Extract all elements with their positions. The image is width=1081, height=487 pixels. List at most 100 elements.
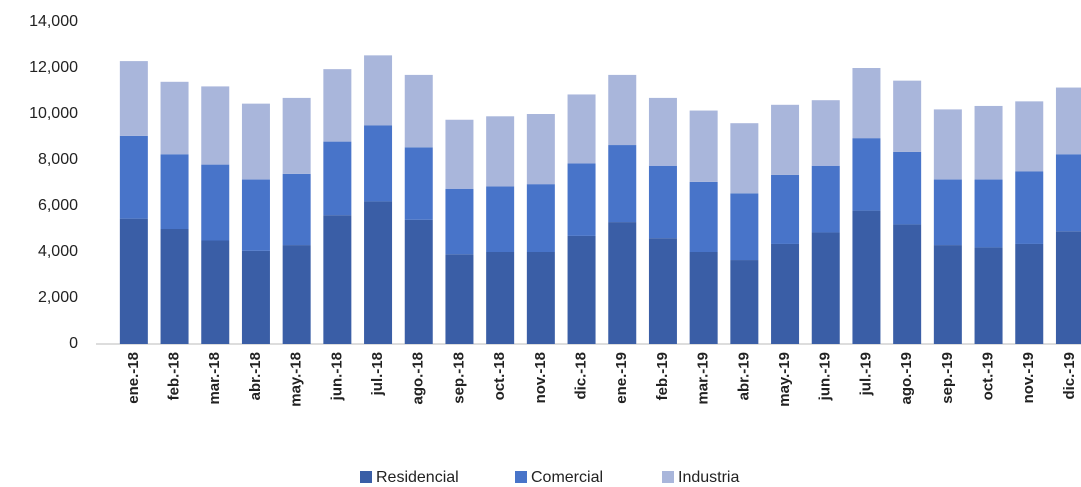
bar-segment xyxy=(608,145,637,223)
bar-segment xyxy=(364,125,393,202)
bar-segment xyxy=(241,179,270,251)
x-tick-label: oct.-19 xyxy=(980,352,997,400)
x-tick-label: mar.-19 xyxy=(695,352,712,405)
bar-segment xyxy=(567,163,596,236)
bar-segment xyxy=(282,97,311,174)
bar-segment xyxy=(323,215,352,344)
x-tick-label: oct.-18 xyxy=(491,352,508,400)
x-tick-label: ago.-18 xyxy=(410,352,427,405)
bar-segment xyxy=(486,252,515,344)
y-tick-label: 8,000 xyxy=(38,151,78,168)
legend-swatch xyxy=(360,471,372,483)
bar-segment xyxy=(160,154,189,229)
bar-segment xyxy=(404,74,433,148)
bar-segment xyxy=(1055,231,1081,344)
bar-segment xyxy=(852,138,881,211)
bar-segment xyxy=(241,103,270,180)
bar-segment xyxy=(648,238,677,344)
bar-segment xyxy=(974,105,1003,180)
x-tick-label: may.-19 xyxy=(776,352,793,407)
bar-segment xyxy=(1015,243,1044,344)
x-tick-label: ago.-19 xyxy=(898,352,915,405)
y-tick-label: 4,000 xyxy=(38,243,78,260)
bar-segment xyxy=(933,109,962,180)
bar-segment xyxy=(730,123,759,194)
x-tick-label: ene.-18 xyxy=(125,352,142,404)
bar-segment xyxy=(445,188,474,255)
bar-segment xyxy=(933,245,962,344)
legend-label: Residencial xyxy=(376,469,459,486)
bar-segment xyxy=(852,210,881,344)
bar-segment xyxy=(323,69,352,142)
x-tick-label: dic.-18 xyxy=(573,352,590,400)
y-tick-label: 0 xyxy=(69,335,78,352)
bar-segment xyxy=(404,219,433,344)
x-tick-label: mar.-18 xyxy=(206,352,223,405)
x-tick-label: jul.-18 xyxy=(369,352,386,396)
legend-swatch xyxy=(662,471,674,483)
bar-segment xyxy=(160,81,189,155)
bar-segment xyxy=(486,186,515,252)
bar-segment xyxy=(526,252,555,344)
bar-segment xyxy=(811,165,840,233)
bar-segment xyxy=(852,68,881,139)
x-tick-label: dic.-19 xyxy=(1061,352,1078,400)
bar-segment xyxy=(689,252,718,344)
bar-segment xyxy=(1055,87,1081,155)
bar-segment xyxy=(119,61,148,136)
bar-segment xyxy=(1055,154,1081,232)
bar-segment xyxy=(771,104,800,175)
x-tick-label: ene.-19 xyxy=(613,352,630,404)
x-tick-label: sep.-18 xyxy=(450,352,467,404)
bar-segment xyxy=(648,165,677,239)
x-tick-label: nov.-19 xyxy=(1020,352,1037,403)
legend-label: Industria xyxy=(678,469,739,486)
bar-segment xyxy=(893,80,922,152)
bar-segment xyxy=(160,229,189,344)
x-tick-label: jun.-19 xyxy=(817,352,834,401)
x-tick-label: may.-18 xyxy=(288,352,305,407)
legend-swatch xyxy=(515,471,527,483)
bar-segment xyxy=(771,174,800,244)
bar-segment xyxy=(201,86,230,165)
bar-segment xyxy=(608,222,637,344)
bar-segment xyxy=(974,247,1003,344)
bar-segment xyxy=(933,179,962,246)
y-tick-label: 2,000 xyxy=(38,289,78,306)
bar-segment xyxy=(730,193,759,261)
bar-segment xyxy=(730,260,759,344)
y-tick-label: 12,000 xyxy=(29,59,78,76)
bar-segment xyxy=(567,94,596,164)
x-tick-label: abr.-18 xyxy=(247,352,264,400)
bar-segment xyxy=(1015,101,1044,172)
bar-segment xyxy=(526,114,555,185)
y-tick-label: 10,000 xyxy=(29,105,78,122)
bar-segment xyxy=(201,240,230,344)
bar-segment xyxy=(364,201,393,344)
bar-segment xyxy=(689,181,718,252)
bar-segment xyxy=(404,147,433,220)
bar-segment xyxy=(526,184,555,252)
x-tick-label: abr.-19 xyxy=(735,352,752,400)
bar-segment xyxy=(241,250,270,344)
bar-segment xyxy=(445,119,474,189)
x-tick-label: feb.-18 xyxy=(166,352,183,400)
x-tick-label: jul.-19 xyxy=(857,352,874,396)
bar-segment xyxy=(119,135,148,219)
bar-segment xyxy=(811,232,840,344)
bar-segment xyxy=(893,151,922,225)
bar-segment xyxy=(1015,171,1044,244)
bar-segment xyxy=(282,245,311,344)
bar-segment xyxy=(893,224,922,344)
bar-segment xyxy=(282,173,311,246)
x-tick-label: nov.-18 xyxy=(532,352,549,403)
bar-segment xyxy=(486,116,515,187)
bar-segment xyxy=(689,110,718,182)
legend-label: Comercial xyxy=(531,469,603,486)
bar-segment xyxy=(648,97,677,166)
bar-segment xyxy=(811,100,840,166)
x-tick-label: feb.-19 xyxy=(654,352,671,400)
x-tick-label: sep.-19 xyxy=(939,352,956,404)
bar-segment xyxy=(445,254,474,344)
